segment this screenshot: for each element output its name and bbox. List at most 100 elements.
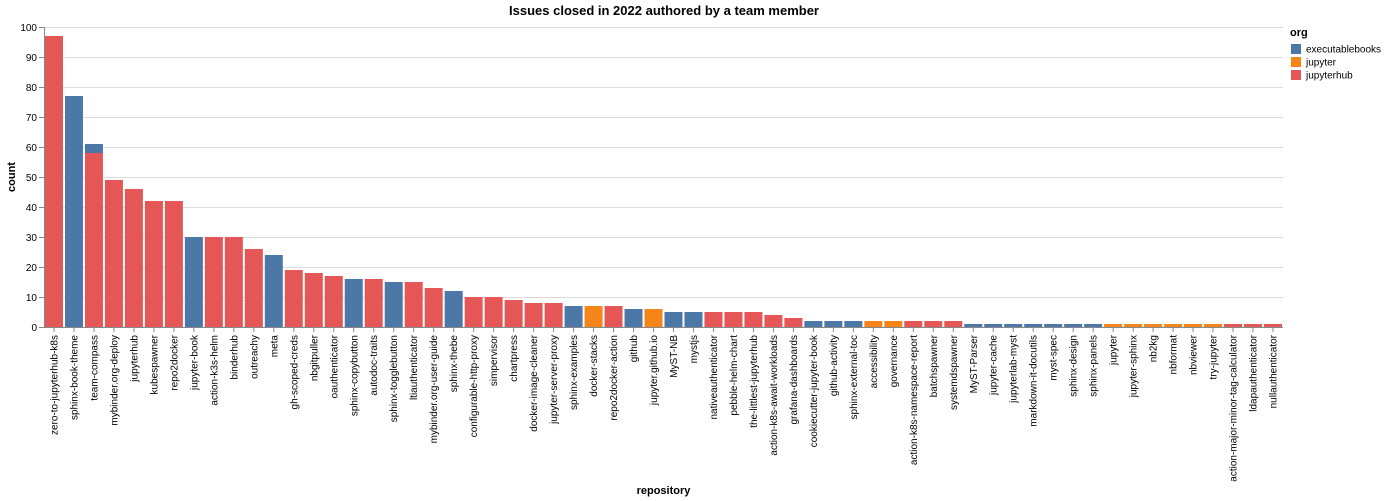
y-tick-label: 100 — [20, 23, 37, 34]
x-tick-label: action-major-minor-tag-calculator — [1229, 334, 1240, 481]
bar-segment — [45, 36, 63, 327]
bar-segment — [1084, 324, 1103, 327]
x-tick-label: autodoc-traits — [369, 335, 380, 396]
x-tick-label: the-littlest-jupyterhub — [749, 335, 760, 428]
y-tick-label: 0 — [31, 323, 37, 334]
bar-segment — [924, 321, 943, 327]
y-tick-label: 50 — [26, 173, 38, 184]
y-tick-label: 10 — [26, 293, 38, 304]
x-tick-label: jupyterhub — [129, 335, 140, 383]
legend-swatch — [1291, 70, 1301, 80]
bar-segment — [104, 180, 123, 327]
legend: org executablebooks jupyter jupyterhub — [1290, 27, 1381, 82]
x-tick-label: configurable-http-proxy — [469, 335, 480, 437]
bar-segment — [944, 321, 963, 327]
bar-segment — [1144, 324, 1163, 327]
x-tick-label: nbviewer — [1189, 334, 1200, 375]
x-axis: zero-to-jupyterhub-k8s sphinx-book-theme t… — [44, 327, 1283, 482]
x-tick-label: github-activity — [829, 335, 840, 396]
x-tick-label: ltiauthenticator — [409, 334, 420, 400]
x-tick-label: nbformat — [1169, 335, 1180, 375]
bar-segment — [1064, 324, 1083, 327]
legend-swatch — [1291, 44, 1301, 54]
bar-segment — [424, 288, 443, 327]
x-tick-label: pebble-helm-chart — [729, 335, 740, 416]
x-tick-label: sphinx-thebe — [449, 335, 460, 393]
bar-segment — [804, 321, 823, 327]
bar-segment — [1184, 324, 1203, 327]
x-tick-label: zero-to-jupyterhub-k8s — [49, 335, 60, 435]
x-tick-label: nullauthenticator — [1269, 334, 1280, 408]
x-tick-label: MyST-NB — [669, 335, 680, 378]
bar-segment — [664, 312, 683, 327]
x-tick-label: sphinx-design — [1069, 335, 1080, 397]
x-tick-label: action-k8s-await-workloads — [769, 335, 780, 456]
x-tick-label: jupyter-sphinx — [1129, 335, 1140, 398]
bar-segment — [344, 279, 363, 327]
bar-segment — [144, 201, 163, 327]
x-tick-label: jupyter — [1109, 334, 1120, 366]
bar-segment — [224, 237, 243, 327]
bar-segment — [624, 309, 643, 327]
x-tick-label: action-k3s-helm — [209, 335, 220, 406]
x-tick-label: sphinx-external-toc — [849, 335, 860, 419]
bar-segment — [964, 324, 983, 327]
bar-segment — [1164, 324, 1183, 327]
bar-segment — [1104, 324, 1123, 327]
bar-segment — [1264, 324, 1283, 327]
y-tick-label: 90 — [26, 53, 38, 64]
x-tick-label: docker-image-cleaner — [529, 334, 540, 431]
x-tick-label: docker-stacks — [589, 335, 600, 397]
y-tick-label: 30 — [26, 233, 38, 244]
x-tick-label: chartpress — [509, 335, 520, 382]
bar-segment — [1244, 324, 1263, 327]
x-axis-title: repository — [637, 485, 692, 497]
x-tick-label: mybinder.org-deploy — [109, 335, 120, 426]
legend-label: jupyterhub — [1305, 71, 1353, 82]
bar-segment — [564, 306, 583, 327]
bar-segment — [244, 249, 263, 327]
bar-segment — [444, 291, 463, 327]
bar-segment — [584, 306, 603, 327]
bar-segment — [524, 303, 543, 327]
x-tick-label: mystjs — [689, 335, 700, 363]
x-tick-label: ldapauthenticator — [1249, 334, 1260, 411]
bar-segment — [404, 282, 423, 327]
x-tick-label: github — [629, 335, 640, 363]
bar-segment — [1224, 324, 1243, 327]
x-tick-label: accessibility — [869, 335, 880, 388]
bar-segment — [324, 276, 343, 327]
legend-swatch — [1291, 57, 1301, 67]
y-tick-label: 80 — [26, 83, 38, 94]
x-tick-label: sphinx-copybutton — [349, 335, 360, 416]
bar-segment — [204, 237, 223, 327]
bar-segment — [164, 201, 183, 327]
bar-segment — [1044, 324, 1063, 327]
x-tick-label: sphinx-book-theme — [69, 335, 80, 420]
y-tick-label: 70 — [26, 113, 38, 124]
x-tick-label: binderhub — [229, 335, 240, 380]
x-tick-label: mybinder.org-user-guide — [429, 335, 440, 444]
x-tick-label: meta — [269, 335, 280, 358]
y-tick-label: 40 — [26, 203, 38, 214]
x-tick-label: jupyter-book — [189, 334, 200, 391]
x-tick-label: jupyter-server-proxy — [549, 335, 560, 425]
bar-segment — [484, 297, 503, 327]
bar-segment — [984, 324, 1003, 327]
y-tick-label: 20 — [26, 263, 38, 274]
x-tick-label: jupyter.github.io — [649, 335, 660, 406]
x-tick-label: jupyterlab-myst — [1009, 335, 1020, 404]
x-tick-label: outreachy — [249, 335, 260, 379]
bar-segment — [724, 312, 743, 327]
bar-segment — [464, 297, 483, 327]
bar-segment — [884, 321, 903, 327]
x-tick-label: try-jupyter — [1209, 334, 1220, 379]
chart-title: Issues closed in 2022 authored by a team… — [509, 3, 819, 18]
x-tick-label: governance — [889, 335, 900, 388]
bar-segment — [784, 318, 803, 327]
bar-segment — [84, 153, 103, 327]
bar-segment — [1124, 324, 1143, 327]
x-tick-label: repo2docker-action — [609, 335, 620, 421]
y-tick-label: 60 — [26, 143, 38, 154]
